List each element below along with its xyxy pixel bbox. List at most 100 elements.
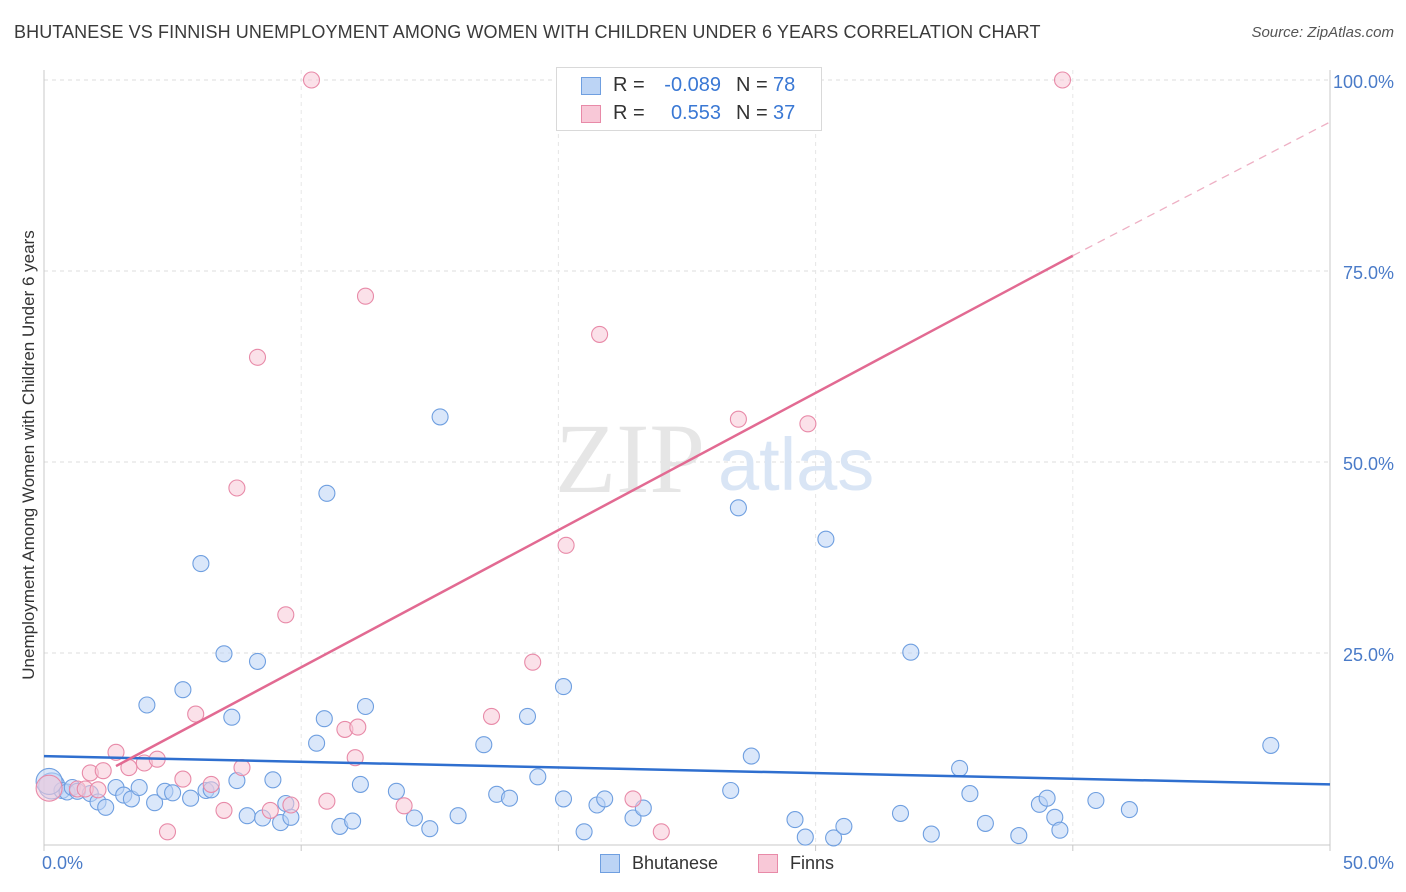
y-tick-label: 100.0% <box>1333 72 1394 92</box>
point-bhutanese <box>596 790 614 808</box>
point-bhutanese <box>891 804 910 822</box>
x-tick-label: 0.0% <box>42 853 83 873</box>
point-bhutanese <box>976 814 994 832</box>
y-tick-label: 75.0% <box>1343 263 1394 283</box>
stats-r-label: R = <box>613 74 645 96</box>
point-finns <box>89 781 107 799</box>
point-finns <box>35 774 63 802</box>
chart-source: Source: ZipAtlas.com <box>1251 24 1394 41</box>
point-bhutanese <box>344 812 362 830</box>
point-bhutanese <box>351 775 369 793</box>
point-finns <box>233 759 251 777</box>
point-bhutanese <box>1120 801 1138 819</box>
watermark: ZIP atlas <box>555 403 874 514</box>
stats-swatch-finns <box>581 105 601 123</box>
stats-r-value: -0.089 <box>664 74 721 96</box>
stats-n-value: 37 <box>773 102 796 124</box>
point-bhutanese <box>215 645 233 663</box>
correlation-stats-box: R = -0.089 N = 78 R = 0.553 N = 37 <box>556 67 822 131</box>
point-bhutanese <box>192 555 210 573</box>
point-bhutanese <box>817 530 835 548</box>
point-finns <box>94 762 112 780</box>
point-bhutanese <box>318 484 336 502</box>
point-finns <box>302 71 321 89</box>
point-finns <box>591 325 609 343</box>
point-bhutanese <box>387 782 405 800</box>
legend: Bhutanese Finns <box>0 852 1406 876</box>
point-finns <box>107 743 125 761</box>
point-finns <box>261 801 279 819</box>
point-bhutanese <box>130 778 148 797</box>
point-bhutanese <box>902 643 920 661</box>
point-finns <box>624 790 642 808</box>
data-points <box>35 71 1280 847</box>
legend-swatch-finns <box>758 854 778 873</box>
point-bhutanese <box>554 678 573 696</box>
point-finns <box>395 797 413 815</box>
stats-r-label: R = <box>613 102 645 124</box>
point-bhutanese <box>1051 821 1069 839</box>
trend-line-bhutanese <box>43 754 1331 786</box>
point-bhutanese <box>264 771 282 789</box>
point-finns <box>202 775 220 793</box>
point-bhutanese <box>624 809 642 827</box>
point-finns <box>158 823 177 841</box>
point-bhutanese <box>518 707 537 725</box>
point-bhutanese <box>475 736 493 754</box>
trend-lines <box>43 121 1331 786</box>
stats-n-value: 78 <box>773 74 796 96</box>
y-tick-label: 50.0% <box>1343 454 1394 474</box>
x-tick-label: 50.0% <box>1343 853 1394 873</box>
point-bhutanese <box>356 697 375 716</box>
point-bhutanese <box>164 784 182 802</box>
point-finns <box>215 801 233 819</box>
point-bhutanese <box>575 823 593 841</box>
point-bhutanese <box>835 817 853 835</box>
point-bhutanese <box>951 759 969 777</box>
point-bhutanese <box>742 747 760 765</box>
point-bhutanese <box>146 794 164 812</box>
point-bhutanese <box>796 828 814 846</box>
point-finns <box>1053 71 1072 89</box>
legend-swatch-bhutanese <box>600 854 620 873</box>
point-finns <box>557 536 575 554</box>
point-bhutanese <box>729 499 747 517</box>
point-bhutanese <box>922 825 940 843</box>
watermark-zip: ZIP <box>555 403 705 514</box>
point-bhutanese <box>223 708 241 726</box>
point-bhutanese <box>248 652 267 670</box>
point-finns <box>282 796 300 814</box>
point-bhutanese <box>1262 736 1280 754</box>
point-bhutanese <box>138 696 156 714</box>
trend-line-finns-extension <box>1072 121 1331 257</box>
legend-label-finns: Finns <box>790 853 835 873</box>
stats-n-label: N = <box>736 102 768 124</box>
point-finns <box>318 792 336 810</box>
point-bhutanese <box>315 710 333 728</box>
point-finns <box>356 287 375 305</box>
point-bhutanese <box>421 820 439 838</box>
point-bhutanese <box>529 768 547 786</box>
point-finns <box>729 410 747 428</box>
y-tick-label: 25.0% <box>1343 645 1394 665</box>
point-bhutanese <box>182 789 200 807</box>
tick-labels: 25.0% 50.0% 75.0% 100.0% 0.0% 50.0% <box>42 72 1394 873</box>
point-bhutanese <box>308 734 326 752</box>
chart-title: BHUTANESE VS FINNISH UNEMPLOYMENT AMONG … <box>14 22 1041 42</box>
point-bhutanese <box>825 829 843 847</box>
point-finns <box>228 479 246 497</box>
legend-label-bhutanese: Bhutanese <box>632 853 719 873</box>
point-finns <box>187 705 205 723</box>
point-bhutanese <box>554 790 573 808</box>
point-bhutanese <box>1010 827 1028 845</box>
stats-n-label: N = <box>736 74 768 96</box>
point-finns <box>174 770 192 788</box>
point-bhutanese <box>1038 789 1056 807</box>
point-bhutanese <box>449 807 467 825</box>
point-finns <box>482 707 501 725</box>
point-bhutanese <box>405 809 423 827</box>
point-finns <box>248 348 267 366</box>
point-bhutanese <box>961 785 979 803</box>
y-axis-label: Unemployment Among Women with Children U… <box>19 230 38 679</box>
